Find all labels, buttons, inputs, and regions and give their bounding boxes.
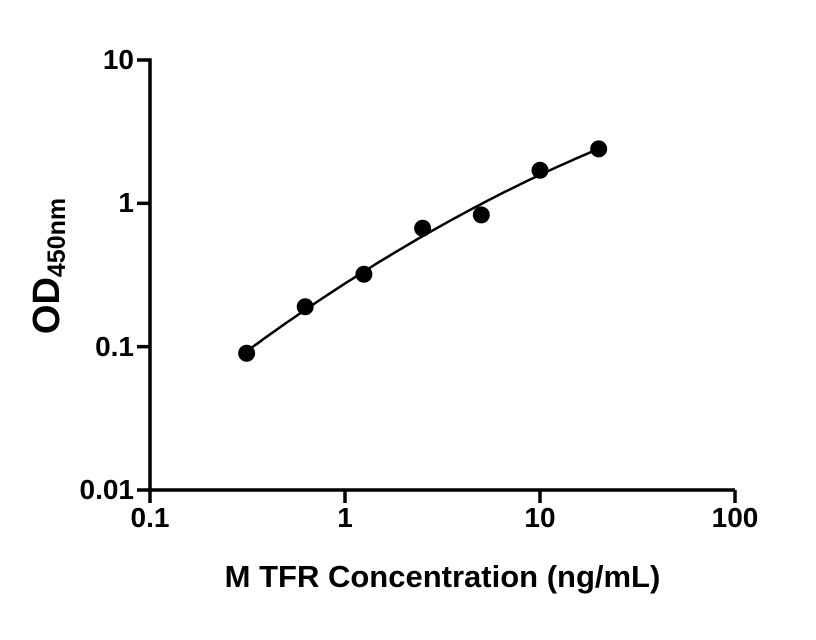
x-tick-label: 0.1 — [130, 502, 170, 533]
y-axis-title-subscript: 450nm — [43, 197, 71, 278]
y-tick-label: 10 — [102, 44, 134, 75]
x-axis-title: M TFR Concentration (ng/mL) — [224, 559, 661, 594]
y-tick-label: 0.1 — [95, 331, 134, 362]
y-tick-label: 1 — [118, 187, 134, 218]
y-tick-label: 0.01 — [79, 474, 135, 505]
x-tick-label: 1 — [337, 502, 353, 533]
x-tick-label: 10 — [524, 502, 556, 533]
y-axis-title: OD450nm — [25, 198, 79, 334]
x-tick-label: 100 — [711, 502, 759, 533]
y-axis-title-main: OD — [26, 277, 68, 335]
